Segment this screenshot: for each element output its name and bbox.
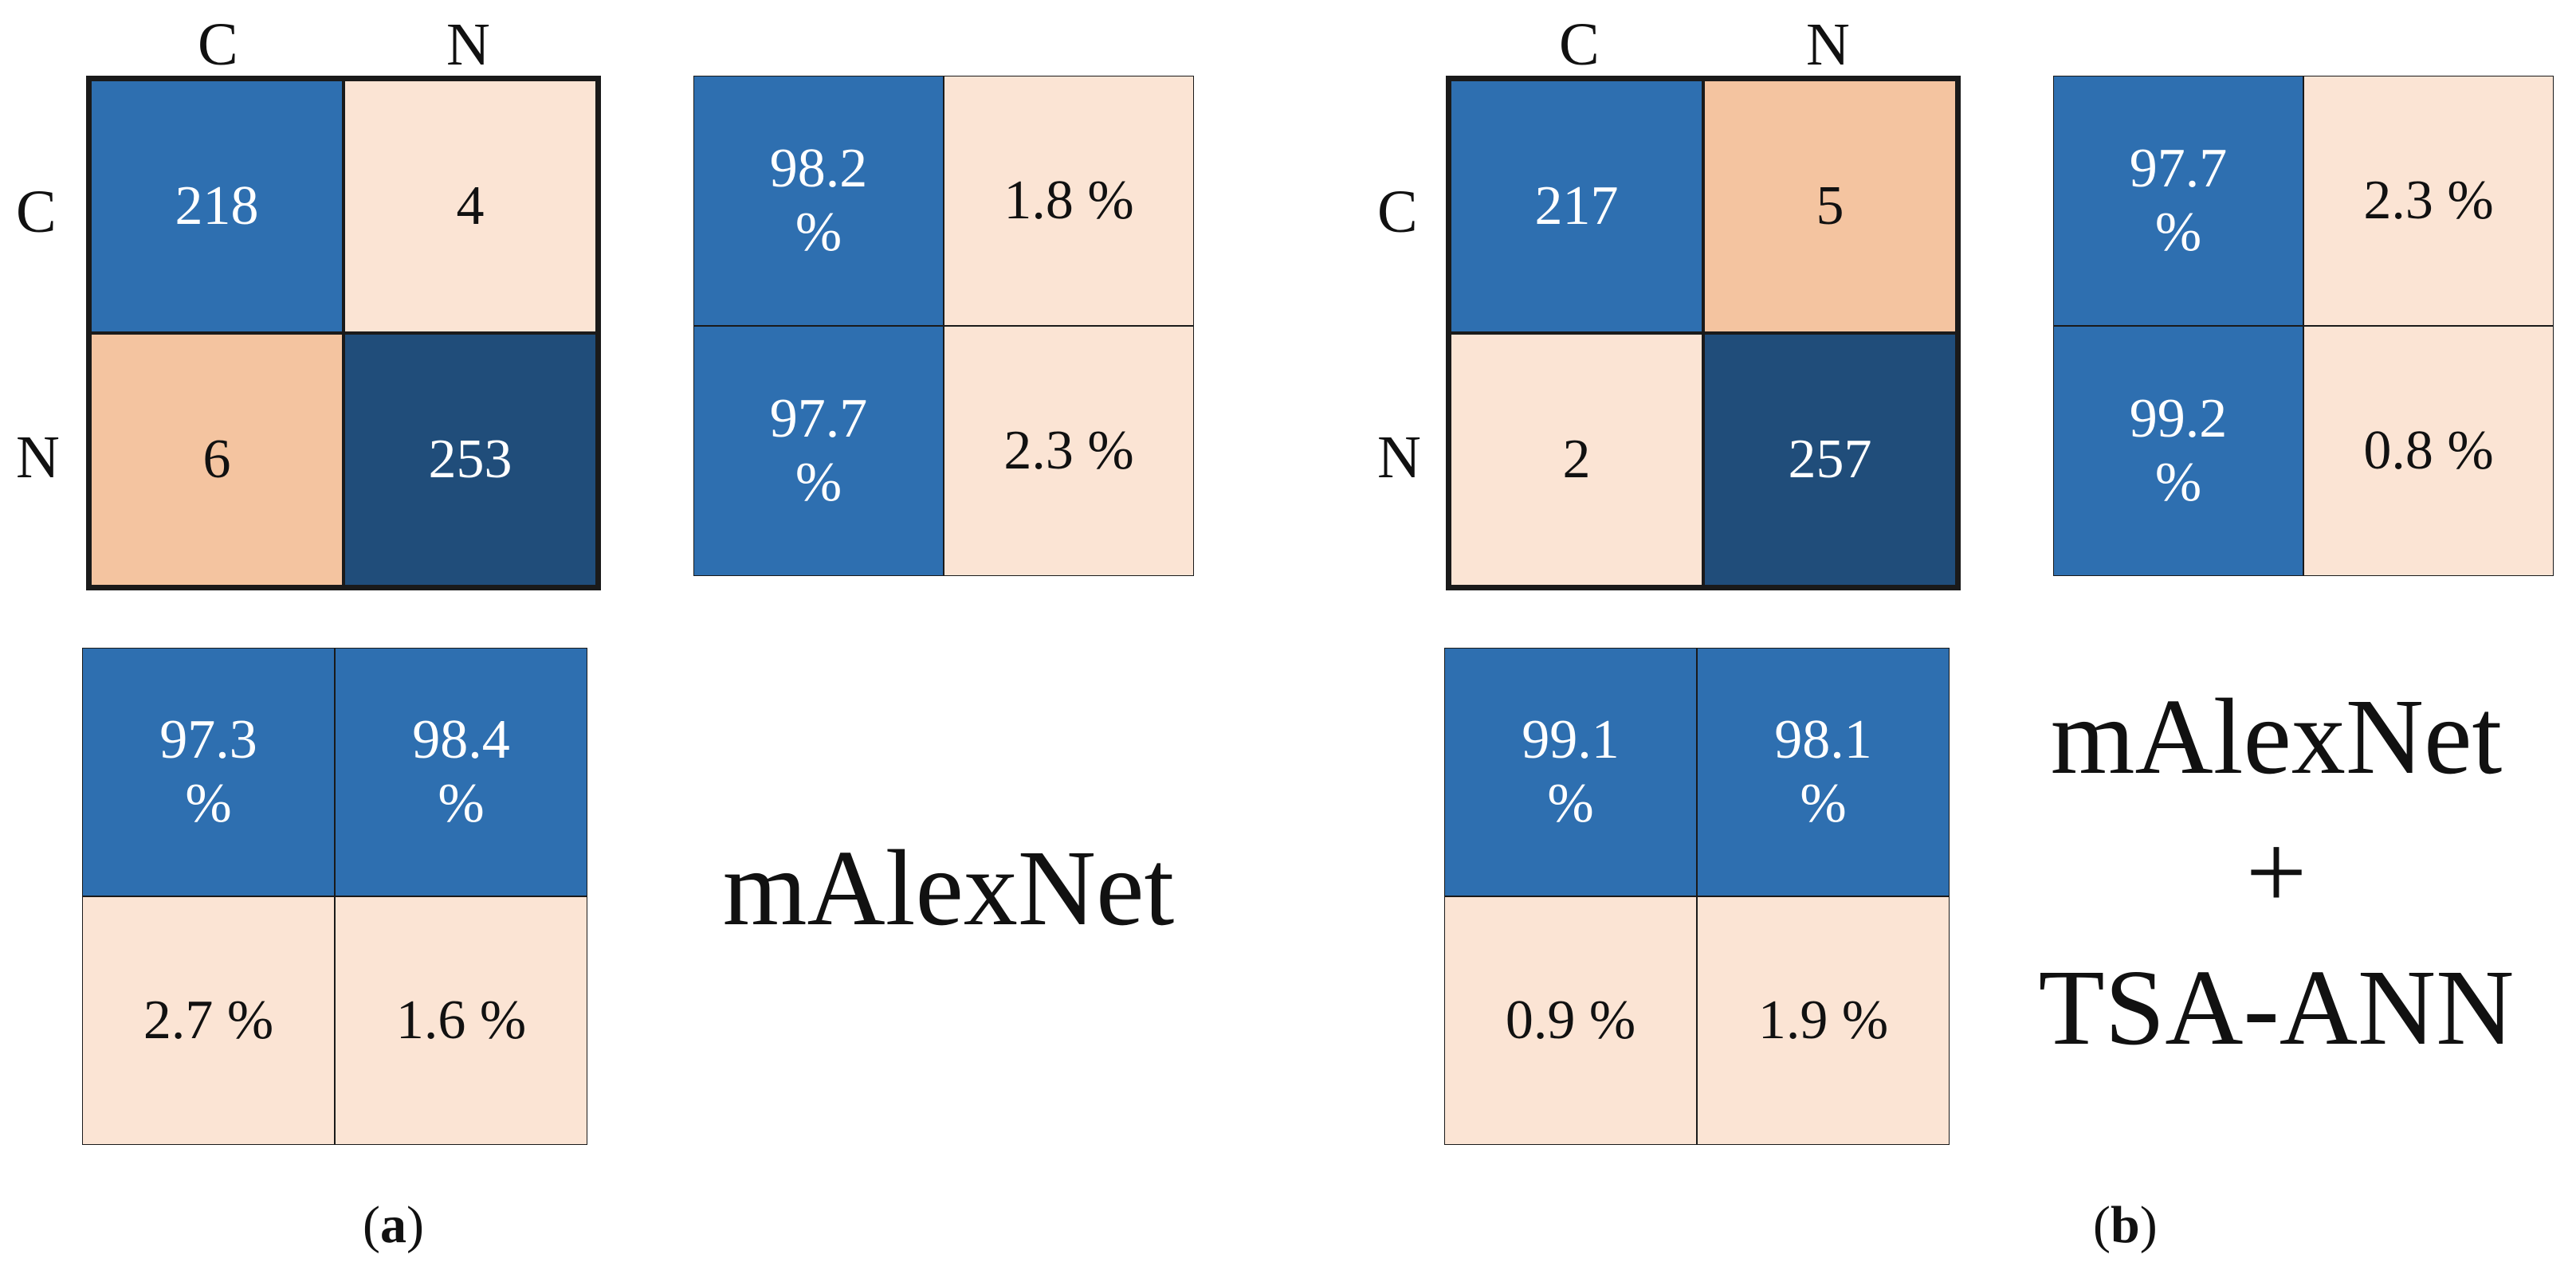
row-percent-cell: 98.2 % [693,76,944,326]
column-percent-cell: 0.9 % [1444,896,1697,1145]
matrix-cell: 218 [90,80,344,333]
row-label-n: N [1377,424,1421,491]
column-percent-cell: 98.1 % [1697,648,1950,896]
row-percent-cell: 99.2 % [2053,326,2303,576]
column-percent-cell: 1.9 % [1697,896,1950,1145]
row-percent-cell: 2.3 % [2303,76,2554,326]
row-label-c: C [1377,178,1418,245]
row-percent-cell: 97.7 % [693,326,944,576]
column-percent-matrix: 97.3 % 98.4 % 2.7 % 1.6 % [82,648,587,1145]
matrix-cell: 4 [344,80,597,333]
column-percent-cell: 99.1 % [1444,648,1697,896]
col-label-c: C [1559,11,1600,78]
panel-label-b: (b) [2093,1196,2158,1254]
row-percent-cell: 0.8 % [2303,326,2554,576]
matrix-cell: 6 [90,333,344,586]
row-percent-cell: 1.8 % [944,76,1194,326]
row-percent-matrix: 97.7 % 2.3 % 99.2 % 0.8 % [2053,76,2554,576]
matrix-cell: 2 [1450,333,1703,586]
col-label-n: N [1806,11,1850,78]
column-percent-cell: 2.7 % [82,896,335,1145]
panel-b: C N C N 217 5 2 257 97.7 % 2.3 % 99.2 % … [1288,0,2576,1274]
row-percent-cell: 97.7 % [2053,76,2303,326]
model-name: mAlexNet [722,829,1175,948]
row-label-n: N [16,424,60,491]
row-label-c: C [16,178,57,245]
panel-a: C N C N 218 4 6 253 98.2 % 1.8 % 97.7 % … [16,11,1194,1254]
confusion-matrix: 217 5 2 257 [1446,76,1961,590]
model-name: mAlexNet + TSA-ANN [2038,677,2515,1068]
panel-label-a: (a) [363,1196,424,1254]
matrix-cell: 257 [1703,333,1957,586]
column-percent-cell: 97.3 % [82,648,335,896]
matrix-cell: 5 [1703,80,1957,333]
row-percent-cell: 2.3 % [944,326,1194,576]
matrix-cell: 217 [1450,80,1703,333]
matrix-cell: 253 [344,333,597,586]
col-label-n: N [446,11,490,78]
column-percent-matrix: 99.1 % 98.1 % 0.9 % 1.9 % [1444,648,1950,1145]
row-percent-matrix: 98.2 % 1.8 % 97.7 % 2.3 % [693,76,1194,576]
confusion-matrix: 218 4 6 253 [86,76,601,590]
column-percent-cell: 98.4 % [335,648,587,896]
col-label-c: C [198,11,238,78]
column-percent-cell: 1.6 % [335,896,587,1145]
